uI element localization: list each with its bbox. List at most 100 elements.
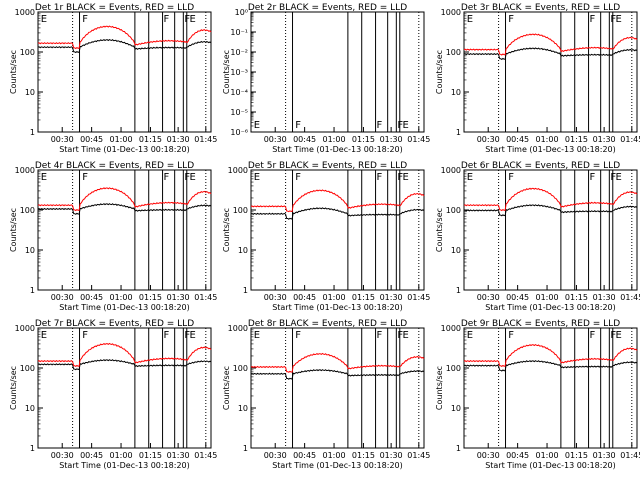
- x-tick-label: 00:30: [477, 293, 500, 302]
- plot-frame: [37, 11, 212, 133]
- x-tick-label: 01:15: [139, 135, 162, 144]
- x-tick-label: 01:15: [565, 135, 588, 144]
- lld-rate-line: [463, 187, 638, 212]
- flag-label: F: [295, 120, 301, 131]
- y-tick-label: 10: [451, 404, 461, 413]
- flag-label: E: [190, 330, 196, 341]
- y-tick-label: 1000: [15, 166, 35, 175]
- x-axis-label: Start Time (01-Dec-13 00:18:20): [485, 145, 616, 154]
- y-axis-label: Counts/sec: [222, 50, 231, 94]
- x-tick-label: 01:00: [110, 135, 133, 144]
- flag-label: F: [164, 172, 170, 183]
- x-tick-label: 01:00: [110, 451, 133, 460]
- x-tick-label: 00:45: [293, 451, 316, 460]
- lld-rate-line: [37, 342, 212, 368]
- events-rate-line: [463, 47, 638, 61]
- x-axis-label: Start Time (01-Dec-13 00:18:20): [485, 303, 616, 312]
- events-rate-line: [250, 207, 425, 220]
- flag-label: E: [467, 172, 473, 183]
- lld-rate-line: [37, 25, 212, 50]
- y-tick-label: 100: [20, 364, 35, 373]
- x-axis-label: Start Time (01-Dec-13 00:18:20): [59, 461, 190, 470]
- y-axis-label: Counts/sec: [9, 366, 18, 410]
- flag-label: F: [508, 330, 514, 341]
- y-axis-label: Counts/sec: [435, 366, 444, 410]
- y-tick-label: 10⁻⁶: [230, 128, 248, 137]
- flag-label: F: [590, 14, 596, 25]
- x-tick-label: 01:30: [167, 451, 190, 460]
- y-tick-label: 100: [446, 206, 461, 215]
- panel-title: Det 3r BLACK = Events, RED = LLD: [461, 3, 620, 13]
- lld-rate-line: [250, 352, 425, 373]
- x-tick-label: 00:30: [51, 293, 74, 302]
- panel-det-7: Det 7r BLACK = Events, RED = LLD 1 10 100 10…: [9, 319, 217, 470]
- flag-label: E: [190, 14, 196, 25]
- y-tick-label: 10: [25, 404, 35, 413]
- panel-title: Det 1r BLACK = Events, RED = LLD: [35, 3, 194, 13]
- y-tick-label: 100: [20, 48, 35, 57]
- flag-label: F: [590, 172, 596, 183]
- flag-label: F: [397, 330, 403, 341]
- x-tick-label: 01:30: [593, 451, 616, 460]
- panel-det-8: Det 8r BLACK = Events, RED = LLD 1 10 100 10…: [222, 319, 430, 470]
- x-tick-label: 01:45: [407, 135, 430, 144]
- y-tick-label: 10⁰: [235, 8, 248, 17]
- plot-frame: [463, 169, 638, 291]
- x-tick-label: 01:15: [139, 451, 162, 460]
- panel-det-2: Det 2r BLACK = Events, RED = LLD 10⁻⁶ 10⁻⁵…: [222, 3, 430, 154]
- y-tick-label: 1: [30, 128, 35, 137]
- flag-label: F: [508, 172, 514, 183]
- x-tick-label: 01:30: [593, 293, 616, 302]
- flag-label: E: [403, 120, 409, 131]
- panel-det-9: Det 9r BLACK = Events, RED = LLD 1 10 100 10…: [435, 319, 640, 470]
- panel-title: Det 8r BLACK = Events, RED = LLD: [248, 319, 407, 329]
- y-axis-label: Counts/sec: [9, 208, 18, 252]
- x-axis-label: Start Time (01-Dec-13 00:18:20): [272, 303, 403, 312]
- y-tick-label: 10: [25, 88, 35, 97]
- y-tick-label: 10⁻⁵: [230, 108, 248, 117]
- y-tick-label: 1000: [15, 8, 35, 17]
- flag-label: F: [377, 172, 383, 183]
- y-axis-label: Counts/sec: [9, 50, 18, 94]
- y-tick-label: 10: [451, 246, 461, 255]
- x-tick-label: 01:45: [620, 135, 640, 144]
- flag-label: F: [164, 14, 170, 25]
- x-tick-label: 00:45: [506, 293, 529, 302]
- x-tick-label: 01:30: [380, 135, 403, 144]
- lld-rate-line: [37, 187, 212, 212]
- x-tick-label: 01:00: [323, 451, 346, 460]
- x-tick-label: 01:30: [380, 451, 403, 460]
- plot-frame: [37, 169, 212, 291]
- y-tick-label: 10: [451, 88, 461, 97]
- x-tick-label: 01:00: [110, 293, 133, 302]
- panel-det-6: Det 6r BLACK = Events, RED = LLD 1 10 100 10…: [435, 161, 640, 312]
- x-tick-label: 01:15: [139, 293, 162, 302]
- flag-label: F: [295, 330, 301, 341]
- y-tick-label: 1: [30, 286, 35, 295]
- x-tick-label: 00:45: [80, 293, 103, 302]
- x-tick-label: 01:30: [167, 135, 190, 144]
- x-tick-label: 01:15: [565, 293, 588, 302]
- lld-rate-line: [463, 33, 638, 56]
- panel-title: Det 5r BLACK = Events, RED = LLD: [248, 161, 407, 171]
- x-tick-label: 00:30: [264, 135, 287, 144]
- events-rate-line: [37, 203, 212, 215]
- events-rate-line: [463, 204, 638, 217]
- panel-title: Det 4r BLACK = Events, RED = LLD: [35, 161, 194, 171]
- x-axis-label: Start Time (01-Dec-13 00:18:20): [59, 303, 190, 312]
- x-tick-label: 00:45: [293, 135, 316, 144]
- flag-label: F: [164, 330, 170, 341]
- x-tick-label: 01:15: [352, 293, 375, 302]
- flag-label: F: [184, 172, 190, 183]
- y-tick-label: 1: [243, 444, 248, 453]
- plot-frame: [250, 169, 425, 291]
- y-tick-label: 1: [456, 128, 461, 137]
- x-tick-label: 01:15: [565, 451, 588, 460]
- y-tick-label: 1000: [15, 324, 35, 333]
- panel-title: Det 9r BLACK = Events, RED = LLD: [461, 319, 620, 329]
- flag-label: F: [590, 330, 596, 341]
- y-tick-label: 100: [233, 206, 248, 215]
- flag-label: F: [184, 14, 190, 25]
- y-tick-label: 1: [456, 444, 461, 453]
